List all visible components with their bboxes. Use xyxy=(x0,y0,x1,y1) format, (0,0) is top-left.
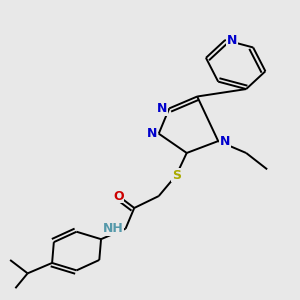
Text: N: N xyxy=(227,34,237,46)
Text: N: N xyxy=(147,127,157,140)
Text: N: N xyxy=(157,102,167,115)
Text: N: N xyxy=(220,135,230,148)
Text: S: S xyxy=(172,169,181,182)
Text: NH: NH xyxy=(103,222,124,235)
Text: O: O xyxy=(113,190,124,202)
